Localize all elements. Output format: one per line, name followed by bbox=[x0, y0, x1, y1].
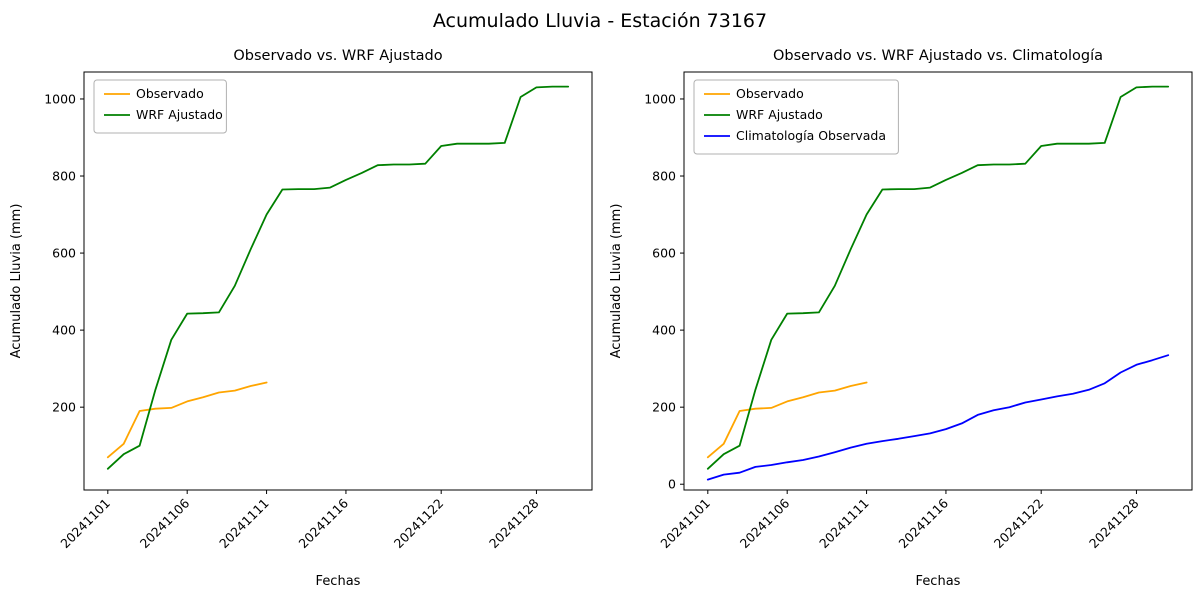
y-tick-label: 800 bbox=[52, 169, 76, 184]
legend-box bbox=[693, 79, 899, 155]
x-tick-label: 20241128 bbox=[486, 495, 542, 551]
y-tick-label: 1000 bbox=[644, 91, 676, 106]
y-tick-label: 600 bbox=[652, 246, 676, 261]
subplot-title: Observado vs. WRF Ajustado vs. Climatolo… bbox=[773, 48, 1103, 64]
legend-label-wrf-ajustado: WRF Ajustado bbox=[136, 107, 223, 122]
x-tick-label: 20241101 bbox=[57, 496, 113, 552]
legend-label-climatolog-a-observada: Climatología Observada bbox=[736, 128, 886, 143]
x-tick-label: 20241122 bbox=[391, 496, 447, 552]
x-tick-label: 20241106 bbox=[137, 495, 193, 551]
x-tick-label: 20241101 bbox=[657, 496, 713, 552]
series-line-observado bbox=[706, 381, 868, 459]
subplot-title: Observado vs. WRF Ajustado bbox=[233, 48, 442, 64]
y-tick-label: 800 bbox=[652, 169, 676, 184]
chart-observado-vs-wrf-vs-climatologia: Observado vs. WRF Ajustado vs. Climatolo… bbox=[609, 48, 1193, 589]
x-tick-label: 20241106 bbox=[737, 495, 793, 551]
series-line-wrf-ajustado bbox=[706, 85, 1170, 470]
series-line-wrf-ajustado bbox=[106, 85, 570, 470]
x-tick-label: 20241122 bbox=[991, 496, 1047, 552]
legend-label-observado: Observado bbox=[136, 86, 204, 101]
y-axis-label: Acumulado Lluvia (mm) bbox=[9, 204, 24, 359]
y-axis-label: Acumulado Lluvia (mm) bbox=[609, 204, 624, 359]
y-tick-label: 600 bbox=[52, 246, 76, 261]
y-tick-label: 1000 bbox=[44, 91, 76, 106]
y-tick-label: 200 bbox=[652, 400, 676, 415]
y-tick-label: 200 bbox=[52, 400, 76, 415]
y-tick-label: 0 bbox=[668, 477, 676, 492]
axes-frame bbox=[683, 71, 1193, 491]
series-line-observado bbox=[106, 381, 268, 459]
x-axis-label: Fechas bbox=[316, 574, 361, 589]
axes-frame bbox=[83, 71, 593, 491]
y-tick-label: 400 bbox=[652, 323, 676, 338]
charts-row: Observado vs. WRF Ajustado 200 400 600 800 10… bbox=[0, 40, 1200, 600]
x-axis-label: Fechas bbox=[916, 574, 961, 589]
x-tick-label: 20241116 bbox=[895, 495, 951, 551]
series-line-climatolog-a-observada bbox=[706, 354, 1170, 481]
figure-title: Acumulado Lluvia - Estación 73167 bbox=[432, 10, 768, 32]
x-tick-label: 20241116 bbox=[295, 495, 351, 551]
chart-observado-vs-wrf: Observado vs. WRF Ajustado 200 400 600 800 10… bbox=[9, 48, 593, 589]
x-tick-label: 20241111 bbox=[216, 496, 272, 552]
legend-label-observado: Observado bbox=[736, 86, 804, 101]
legend-label-wrf-ajustado: WRF Ajustado bbox=[736, 107, 823, 122]
x-tick-label: 20241128 bbox=[1086, 495, 1142, 551]
x-tick-label: 20241111 bbox=[816, 496, 872, 552]
y-tick-label: 400 bbox=[52, 323, 76, 338]
